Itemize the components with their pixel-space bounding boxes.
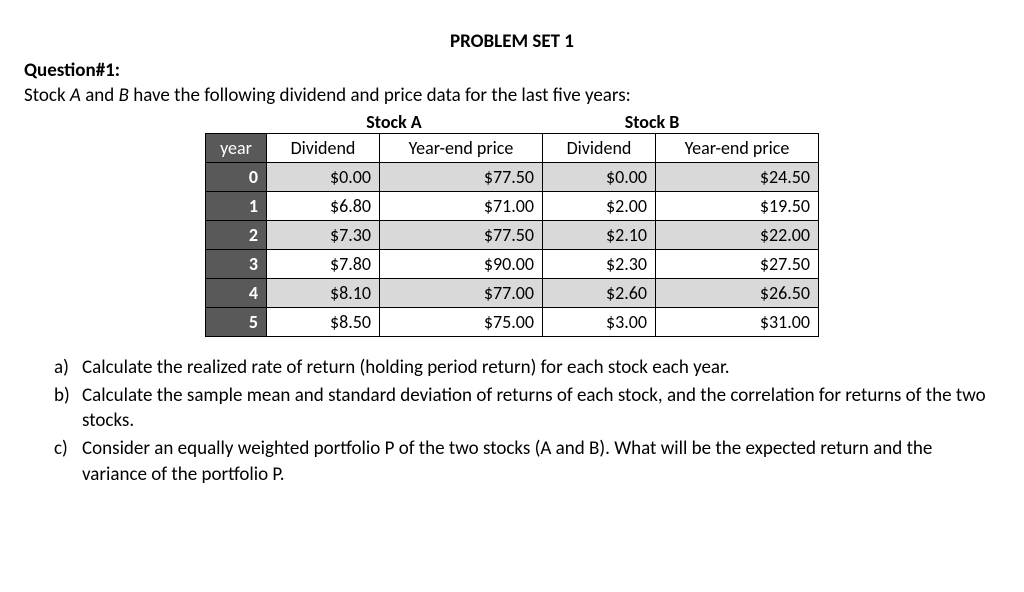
table-row: 0 $0.00 $77.50 $0.00 $24.50 [206, 163, 819, 192]
cell-b-div: $2.30 [543, 250, 656, 279]
cell-a-div: $6.80 [267, 192, 380, 221]
cell-b-div: $2.10 [543, 221, 656, 250]
cell-year: 2 [206, 221, 267, 250]
intro-mid: and [81, 84, 119, 107]
col-dividend-b-header: Dividend [543, 134, 656, 163]
part-letter: b) [54, 383, 82, 434]
table-row: 1 $6.80 $71.00 $2.00 $19.50 [206, 192, 819, 221]
part-letter: a) [54, 355, 82, 381]
intro-suffix: have the following dividend and price da… [129, 84, 631, 107]
question-part-a: a) Calculate the realized rate of return… [54, 355, 1000, 381]
table-row: 2 $7.30 $77.50 $2.10 $22.00 [206, 221, 819, 250]
data-table-wrap: Stock A Stock B year Dividend Year-end p… [24, 111, 1000, 337]
cell-year: 4 [206, 279, 267, 308]
cell-a-div: $8.50 [267, 308, 380, 337]
table-row: 5 $8.50 $75.00 $3.00 $31.00 [206, 308, 819, 337]
question-part-b: b) Calculate the sample mean and standar… [54, 383, 1000, 434]
cell-b-div: $2.00 [543, 192, 656, 221]
cell-year: 0 [206, 163, 267, 192]
group-header-stock-a: Stock A [265, 111, 523, 133]
cell-a-price: $77.50 [380, 163, 543, 192]
question-parts: a) Calculate the realized rate of return… [54, 355, 1000, 487]
cell-a-price: $77.00 [380, 279, 543, 308]
question-part-c: c) Consider an equally weighted portfoli… [54, 436, 1000, 487]
cell-b-div: $0.00 [543, 163, 656, 192]
col-dividend-a-header: Dividend [267, 134, 380, 163]
cell-a-price: $77.50 [380, 221, 543, 250]
col-price-b-header: Year-end price [656, 134, 819, 163]
question-label: Question#1: [24, 59, 1000, 82]
stock-group-header-row: Stock A Stock B [205, 111, 819, 133]
cell-a-div: $7.80 [267, 250, 380, 279]
cell-year: 3 [206, 250, 267, 279]
cell-b-price: $24.50 [656, 163, 819, 192]
cell-b-div: $2.60 [543, 279, 656, 308]
table-row: 4 $8.10 $77.00 $2.60 $26.50 [206, 279, 819, 308]
cell-a-price: $75.00 [380, 308, 543, 337]
intro-stock-b: B [119, 84, 129, 107]
cell-a-price: $90.00 [380, 250, 543, 279]
part-text: Calculate the realized rate of return (h… [82, 355, 1000, 381]
cell-b-price: $22.00 [656, 221, 819, 250]
cell-year: 5 [206, 308, 267, 337]
intro-stock-a: A [70, 84, 81, 107]
cell-a-div: $7.30 [267, 221, 380, 250]
cell-a-price: $71.00 [380, 192, 543, 221]
data-table: year Dividend Year-end price Dividend Ye… [205, 133, 819, 337]
cell-b-price: $27.50 [656, 250, 819, 279]
cell-b-div: $3.00 [543, 308, 656, 337]
column-header-row: year Dividend Year-end price Dividend Ye… [206, 134, 819, 163]
cell-year: 1 [206, 192, 267, 221]
part-letter: c) [54, 436, 82, 487]
part-text: Calculate the sample mean and standard d… [82, 383, 1000, 434]
cell-b-price: $19.50 [656, 192, 819, 221]
table-row: 3 $7.80 $90.00 $2.30 $27.50 [206, 250, 819, 279]
col-price-a-header: Year-end price [380, 134, 543, 163]
intro-line: Stock A and B have the following dividen… [24, 84, 1000, 107]
col-year-header: year [206, 134, 267, 163]
part-text: Consider an equally weighted portfolio P… [82, 436, 1000, 487]
page-title: PROBLEM SET 1 [24, 30, 1000, 53]
intro-prefix: Stock [24, 84, 70, 107]
cell-b-price: $26.50 [656, 279, 819, 308]
cell-a-div: $8.10 [267, 279, 380, 308]
cell-a-div: $0.00 [267, 163, 380, 192]
group-header-stock-b: Stock B [523, 111, 781, 133]
cell-b-price: $31.00 [656, 308, 819, 337]
